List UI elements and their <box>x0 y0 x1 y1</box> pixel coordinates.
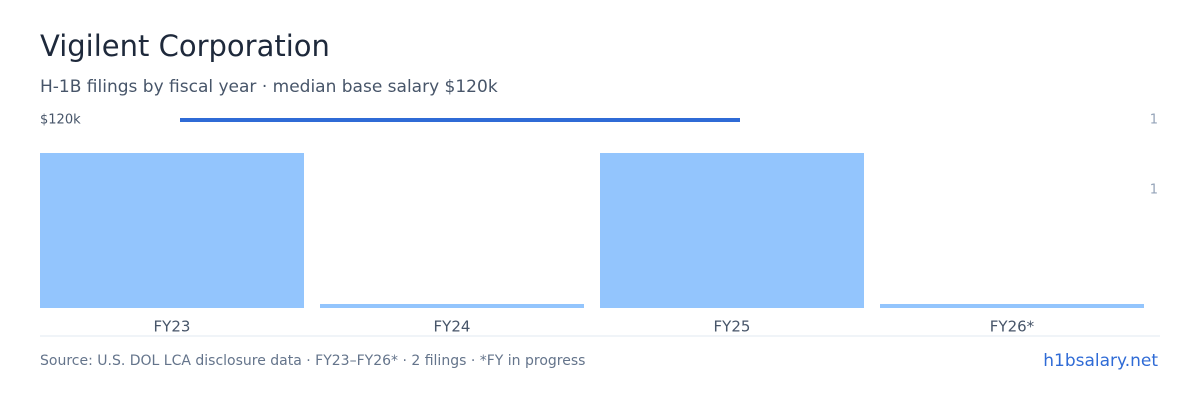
chart-title: Vigilent Corporation <box>40 29 330 63</box>
x-tick-label: FY23 <box>154 318 191 336</box>
source-note: Source: U.S. DOL LCA disclosure data · F… <box>40 353 585 369</box>
side-label: 1 <box>1150 113 1158 128</box>
bar <box>40 153 304 308</box>
brand-link[interactable]: h1bsalary.net <box>1043 351 1158 371</box>
y2-tick-label: $120k <box>40 113 81 128</box>
x-tick-label: FY26* <box>990 318 1035 336</box>
chart-subtitle: H-1B filings by fiscal year · median bas… <box>40 77 498 97</box>
bar <box>880 304 1144 308</box>
bar <box>600 153 864 308</box>
side-label: 1 <box>1150 183 1158 198</box>
x-tick-label: FY24 <box>434 318 471 336</box>
x-tick-label: FY25 <box>714 318 751 336</box>
bar <box>320 304 584 308</box>
